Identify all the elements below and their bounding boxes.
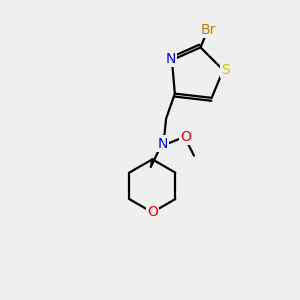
Text: N: N	[158, 136, 168, 151]
Text: O: O	[147, 205, 158, 219]
Text: N: N	[165, 52, 176, 66]
Text: Br: Br	[200, 23, 215, 37]
Text: O: O	[180, 130, 191, 144]
Text: S: S	[221, 63, 230, 77]
